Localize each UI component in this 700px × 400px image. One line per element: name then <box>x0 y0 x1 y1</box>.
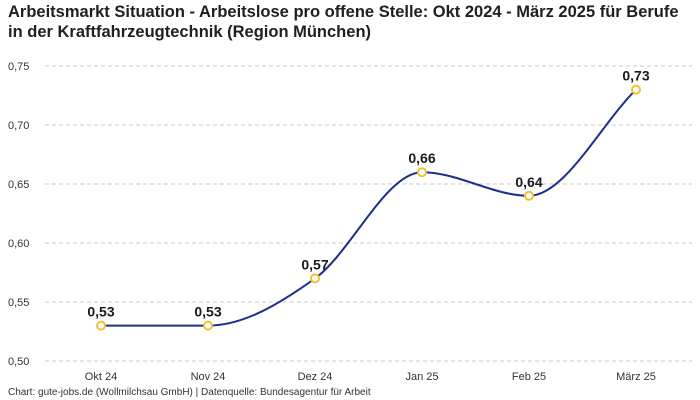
y-tick-label: 0,50 <box>8 356 29 368</box>
y-tick-label: 0,55 <box>8 297 29 309</box>
data-label: 0,64 <box>515 174 542 190</box>
data-label: 0,53 <box>87 304 114 320</box>
data-label: 0,73 <box>622 68 649 84</box>
data-point <box>203 320 213 331</box>
y-tick-label: 0,70 <box>8 120 29 132</box>
y-tick-label: 0,60 <box>8 238 29 250</box>
x-tick-label: Okt 24 <box>85 371 117 383</box>
x-axis-ticks: Okt 24 Nov 24 Dez 24 Jan 25 Feb 25 März 25 <box>85 371 656 383</box>
gridlines <box>45 65 692 362</box>
data-labels: 0,53 0,53 0,57 0,66 0,64 0,73 <box>87 68 649 320</box>
data-markers <box>96 84 641 331</box>
x-tick-label: Jan 25 <box>405 371 438 383</box>
data-label: 0,66 <box>408 150 435 166</box>
y-tick-label: 0,75 <box>8 61 29 73</box>
y-tick-label: 0,65 <box>8 179 29 191</box>
y-axis-ticks: 0,50 0,55 0,60 0,65 0,70 0,75 <box>8 61 29 368</box>
data-point <box>631 84 641 95</box>
data-point <box>417 167 427 178</box>
source-footer: Chart: gute-jobs.de (Wollmilchsau GmbH) … <box>8 387 371 398</box>
data-point <box>96 320 106 331</box>
data-point <box>524 190 534 201</box>
data-label: 0,57 <box>301 256 328 272</box>
x-tick-label: Nov 24 <box>191 371 226 383</box>
data-label: 0,53 <box>194 304 221 320</box>
x-tick-label: Dez 24 <box>298 371 333 383</box>
x-tick-label: Feb 25 <box>512 371 546 383</box>
chart-title: Arbeitsmarkt Situation - Arbeitslose pro… <box>8 3 679 41</box>
x-tick-label: März 25 <box>616 371 656 383</box>
data-point <box>310 273 320 284</box>
